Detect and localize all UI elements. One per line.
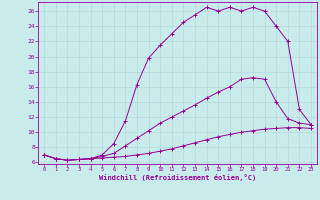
X-axis label: Windchill (Refroidissement éolien,°C): Windchill (Refroidissement éolien,°C)	[99, 174, 256, 181]
